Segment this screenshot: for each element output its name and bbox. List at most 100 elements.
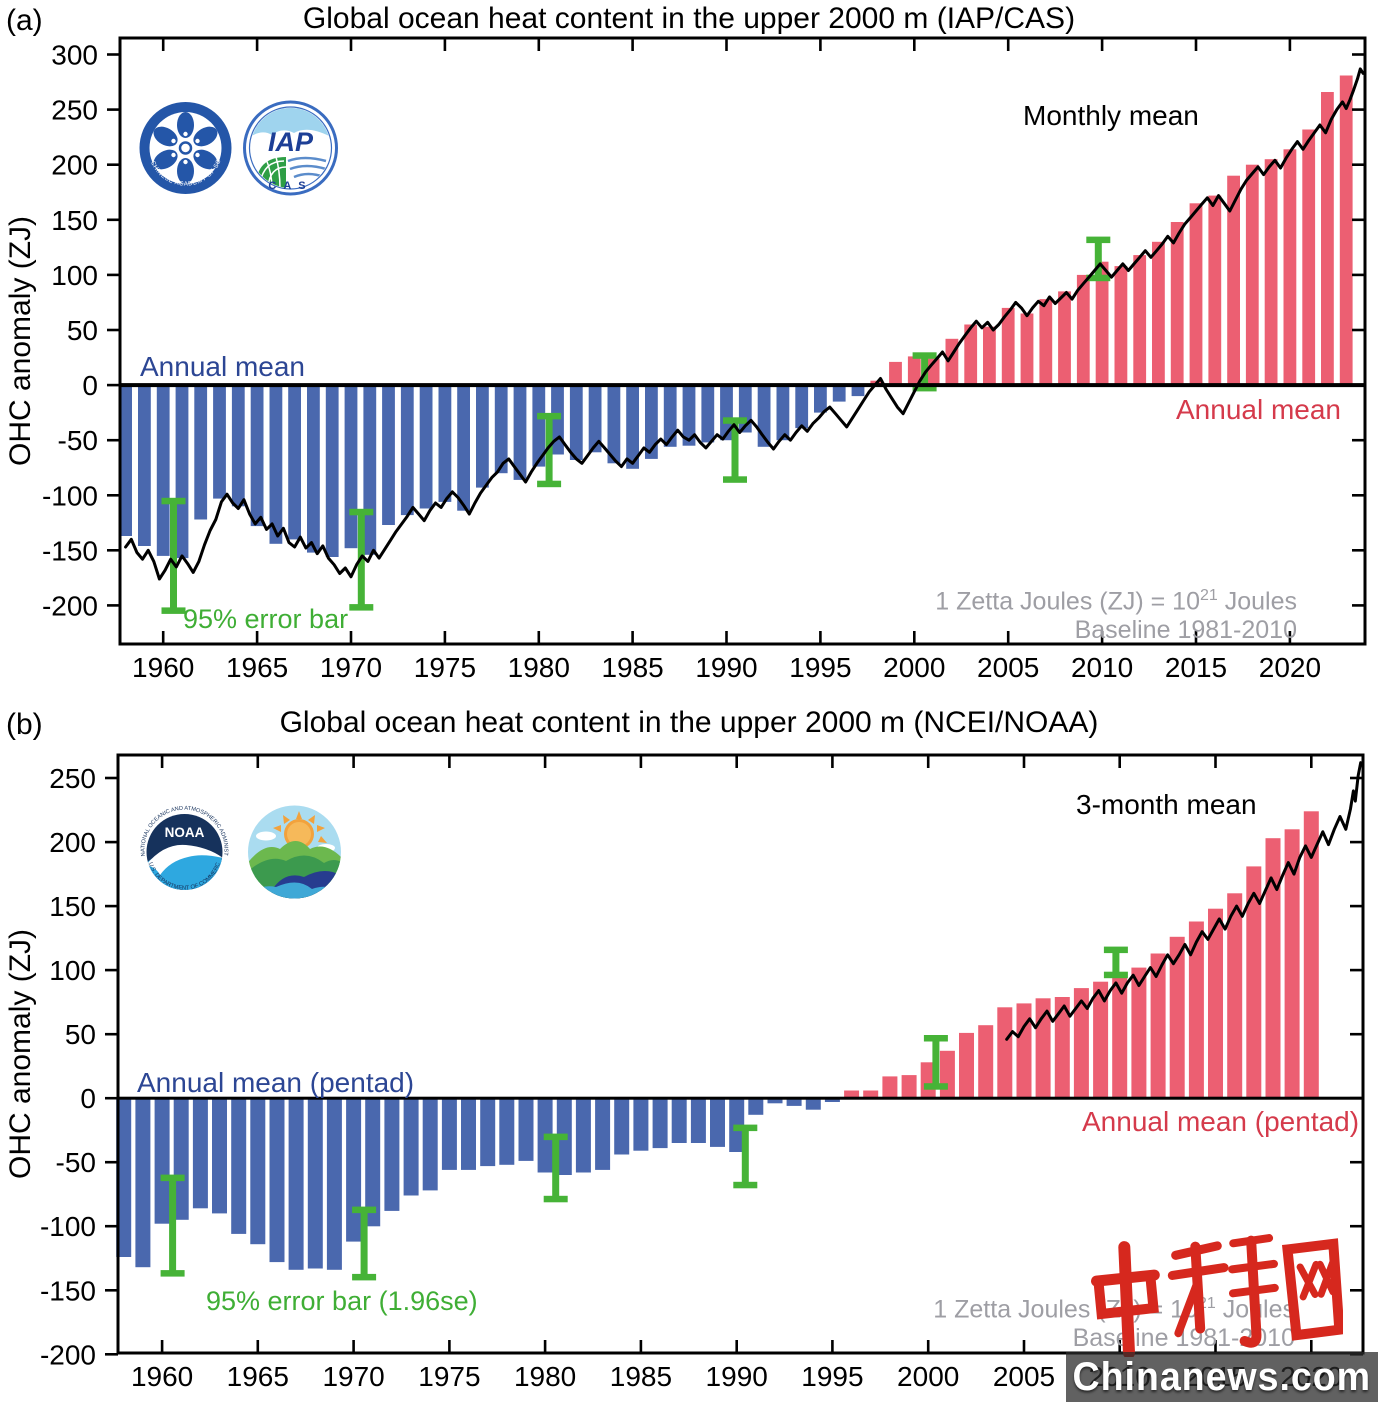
bar-2004 [983, 326, 996, 386]
bar-2006 [1020, 313, 1034, 386]
cas-logo: CHINESE ACADEMY OF SCIENCES [137, 99, 232, 194]
x-tick-2005: 2005 [993, 1361, 1055, 1392]
y-tick--100: -100 [42, 480, 98, 511]
noaa-logo: NOAA NATIONAL OCEANIC AND ATMOSPHERIC AD… [136, 803, 231, 899]
bar-2003 [964, 324, 978, 386]
bar-1965 [250, 385, 264, 527]
panel-b-plot: 1960 1965 1970 1975 1980 1985 1990 1995 2000 2005… [4, 753, 1365, 1392]
bar-1991 [748, 1098, 764, 1115]
bar-1971 [365, 1098, 381, 1227]
y-tick--100: -100 [40, 1211, 96, 1242]
x-tick-2005: 2005 [977, 652, 1039, 683]
bar-2014 [1188, 921, 1204, 1099]
bar-2008 [1058, 291, 1071, 386]
bar-1985 [626, 385, 639, 469]
y-tick-300: 300 [51, 40, 98, 71]
panel-a-error-label: 95% error bar [183, 604, 349, 634]
x-tick-1990: 1990 [706, 1361, 768, 1392]
bar-1982 [569, 385, 583, 460]
panel-b-ticks [105, 755, 1363, 1356]
iap-logo: IAP CAS [243, 100, 338, 196]
bar-1970 [346, 1098, 362, 1242]
bar-1999 [901, 1075, 917, 1099]
bar-2019 [1264, 159, 1278, 386]
y-tick-200: 200 [51, 150, 98, 181]
bar-1994 [795, 385, 809, 429]
bar-1974 [422, 1098, 438, 1191]
bar-2016 [1227, 893, 1243, 1099]
panel-a-annual-mean-pos-label: Annual mean [1176, 394, 1342, 425]
bar-2023 [1339, 75, 1353, 386]
y-tick-50: 50 [67, 315, 98, 346]
bar-2007 [1039, 299, 1053, 385]
bar-1983 [588, 385, 602, 453]
bar-1989 [710, 1098, 725, 1147]
bar-1968 [307, 1098, 323, 1269]
x-tick-1970: 1970 [322, 1361, 384, 1392]
panel-b-line-label: 3-month mean [1076, 789, 1257, 820]
y-tick-150: 150 [51, 205, 98, 236]
y-tick-100: 100 [49, 955, 96, 986]
bar-1982 [575, 1098, 591, 1173]
x-tick-1965: 1965 [226, 652, 288, 683]
x-tick-2010: 2010 [1071, 652, 1133, 683]
bar-1974 [419, 385, 433, 509]
x-tick-1980: 1980 [508, 652, 570, 683]
bar-1978 [494, 385, 508, 474]
char-xin [1167, 1234, 1279, 1348]
bar-1967 [288, 1098, 304, 1270]
x-tick-1965: 1965 [227, 1361, 289, 1392]
bar-1960 [154, 1098, 170, 1224]
x-tick-1995: 1995 [801, 1361, 863, 1392]
bar-1975 [441, 1098, 457, 1170]
bar-2014 [1170, 222, 1184, 386]
bar-2009 [1093, 981, 1109, 1099]
bar-1977 [480, 1098, 496, 1167]
y-tick-0: 0 [82, 370, 98, 401]
bar-2013 [1152, 241, 1165, 385]
panel-b-title: Global ocean heat content in the upper 2… [279, 706, 1099, 739]
bar-1987 [671, 1098, 687, 1143]
bar-1989 [701, 385, 715, 443]
bar-2021 [1302, 129, 1316, 386]
panel-b-mean-line [1005, 761, 1363, 1041]
bar-2018 [1245, 164, 1259, 386]
bar-2005 [1001, 307, 1015, 385]
bar-2022 [1321, 92, 1334, 386]
panel-a-tick-labels: 1960 1965 1970 1975 1980 1985 1990 1995 2000 2005… [42, 40, 1321, 684]
bar-1977 [476, 385, 489, 488]
ncei-logo [248, 805, 341, 899]
x-tick-2000: 2000 [897, 1361, 959, 1392]
panel-a-title: Global ocean heat content in the upper 2… [302, 2, 1076, 35]
bar-1969 [326, 1098, 342, 1270]
x-tick-1960: 1960 [132, 652, 194, 683]
noaa-logo-text: NOAA [165, 825, 205, 840]
y-tick--50: -50 [56, 1147, 96, 1178]
bar-1958 [119, 385, 132, 536]
bar-1968 [307, 385, 320, 553]
bar-1988 [682, 385, 696, 446]
panel-a-zero-line [120, 383, 1365, 388]
bar-2020 [1303, 811, 1319, 1099]
x-tick-1975: 1975 [418, 1361, 480, 1392]
bar-2012 [1150, 953, 1166, 1099]
y-tick-150: 150 [49, 891, 96, 922]
iap-logo-text: IAP [268, 127, 314, 157]
bar-1970 [344, 385, 358, 549]
bar-1962 [192, 1098, 208, 1209]
panel-a-frame [118, 36, 1367, 646]
bar-2015 [1189, 203, 1203, 386]
bar-1997 [863, 1090, 879, 1099]
bar-1971 [363, 385, 377, 555]
bar-1964 [231, 1098, 247, 1234]
bar-1976 [461, 1098, 476, 1170]
bar-1972 [382, 385, 395, 525]
bar-1966 [269, 385, 283, 544]
bar-2010 [1112, 972, 1128, 1099]
bar-1975 [438, 385, 452, 502]
panel-b-annual-mean-pos-label: Annual mean (pentad) [1082, 1106, 1360, 1137]
y-tick-100: 100 [51, 260, 98, 291]
y-tick-0: 0 [80, 1083, 96, 1114]
panel-a-ticks [107, 38, 1365, 644]
